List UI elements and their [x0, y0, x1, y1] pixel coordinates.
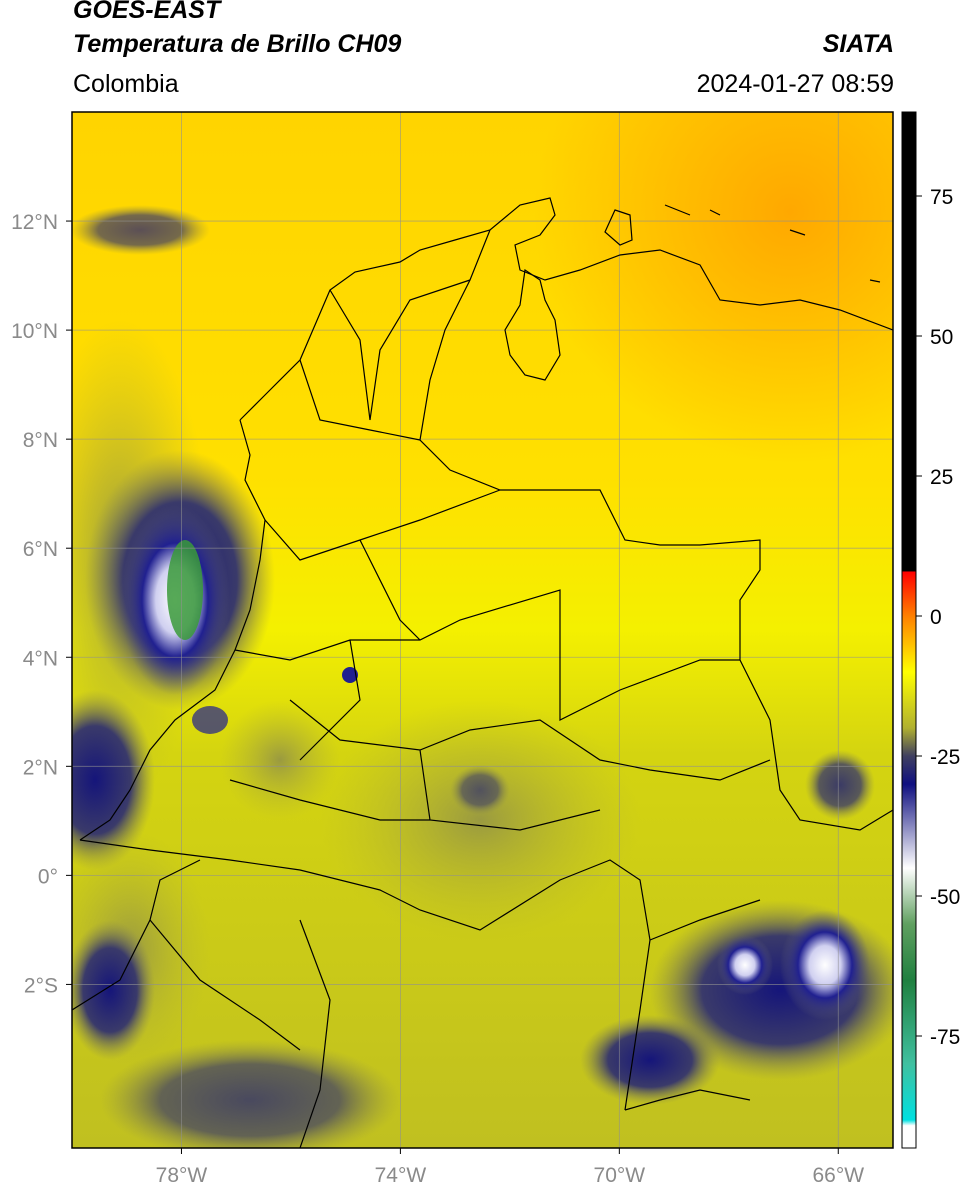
lat-tick-label: 12°N [11, 211, 58, 234]
lat-tick-label: 2°S [24, 974, 58, 997]
colorbar-ticks: 75 50 25 0 -25 -50 -75 [916, 186, 960, 1049]
lon-tick-label: 74°W [375, 1164, 427, 1187]
lon-tick-label: 78°W [156, 1164, 208, 1187]
colorbar-tick-label: 50 [930, 326, 953, 349]
lon-tick-label: 70°W [594, 1164, 646, 1187]
country-borders [72, 197, 893, 1148]
colorbar [901, 111, 917, 1149]
colorbar-tick-label: 25 [930, 466, 953, 489]
product-title: Temperatura de Brillo CH09 [73, 30, 402, 58]
venezuela-brazil-border [624, 899, 761, 1111]
colombia-east-border [419, 229, 893, 831]
map-frame [71, 111, 894, 1149]
brightness-temperature-field [72, 112, 893, 1148]
source-label: SIATA [822, 30, 894, 58]
lat-tick-label: 2°N [23, 756, 58, 779]
lat-tick-label: 8°N [23, 429, 58, 452]
lat-tick-label: 6°N [23, 538, 58, 561]
region-label: Colombia [73, 70, 179, 98]
islands [604, 204, 881, 283]
datetime-label: 2024-01-27 08:59 [696, 70, 894, 98]
peru-border [149, 919, 331, 1148]
department-lines [229, 279, 771, 831]
colorbar-tick-label: 0 [930, 606, 942, 629]
colorbar-gradient [901, 111, 917, 1149]
colorbar-tick-label: -50 [930, 886, 960, 909]
longitude-axis: 78°W 74°W 70°W 66°W [156, 1148, 864, 1187]
lat-tick-label: 4°N [23, 647, 58, 670]
latitude-axis: 12°N 10°N 8°N 6°N 4°N 2°N 0° 2°S [11, 211, 72, 997]
gridlines [72, 112, 893, 1148]
colorbar-tick-label: -75 [930, 1026, 960, 1049]
satellite-title: GOES-EAST [73, 0, 221, 24]
caribbean-coastline [239, 197, 893, 421]
lat-tick-label: 10°N [11, 320, 58, 343]
lat-tick-label: 0° [38, 865, 58, 888]
colorbar-tick-label: 75 [930, 186, 953, 209]
maracaibo-lake [504, 268, 561, 381]
lon-tick-label: 66°W [812, 1164, 864, 1187]
colorbar-tick-label: -25 [930, 746, 960, 769]
